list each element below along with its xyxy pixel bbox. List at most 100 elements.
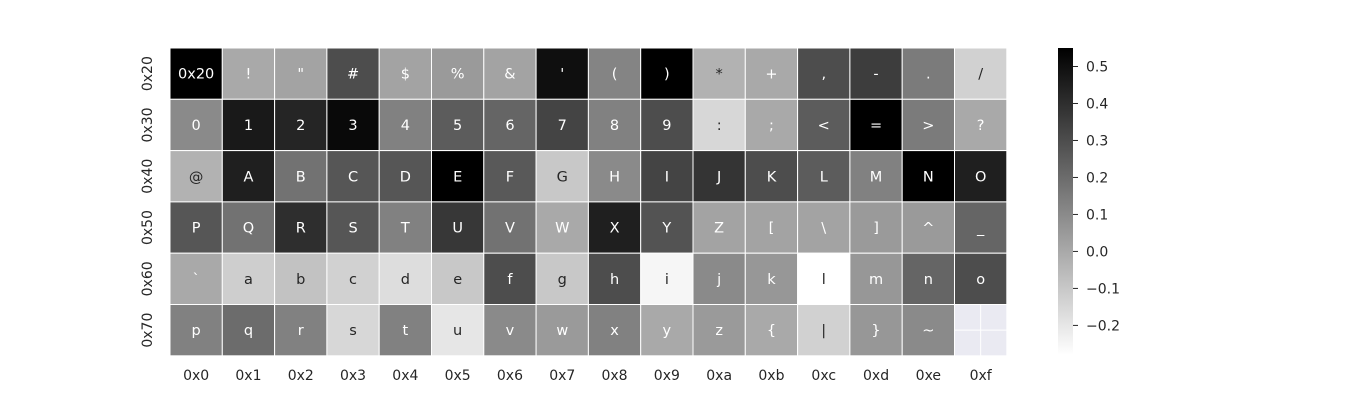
cell-label: n [924, 272, 933, 288]
cell-label: d [401, 272, 410, 288]
x-tick-label: 0x9 [654, 368, 680, 384]
x-tick-label: 0x6 [497, 368, 523, 384]
heatmap-cell [169, 47, 223, 100]
cell-label: \ [821, 221, 826, 237]
heatmap-cell [221, 304, 276, 357]
cell-label: g [558, 272, 567, 288]
heatmap-cell [326, 98, 380, 152]
cell-label: v [506, 323, 515, 339]
cell-label: @ [189, 169, 204, 185]
cell-label: a [244, 272, 253, 288]
cell-label: 1 [244, 118, 253, 134]
colorbar-tick-label: −0.2 [1086, 318, 1120, 334]
cell-label: E [453, 169, 462, 185]
heatmap-cell [797, 201, 851, 254]
heatmap-cell [954, 252, 1008, 305]
heatmap-cell [535, 304, 589, 357]
x-tick-label: 0x4 [392, 368, 418, 384]
x-tick-label: 0x2 [288, 368, 314, 384]
x-tick-label: 0x5 [445, 368, 471, 384]
colorbar-tick-label: 0.5 [1086, 59, 1108, 75]
cell-label: D [400, 169, 411, 185]
y-tick-label: 0x40 [140, 159, 156, 194]
cell-label: J [716, 169, 721, 185]
cell-label: ` [193, 272, 200, 288]
heatmap-cell [326, 252, 380, 305]
heatmap-cell [535, 150, 589, 203]
cell-label: j [716, 272, 721, 288]
cell-label: f [507, 272, 513, 288]
heatmap-cell [378, 150, 433, 203]
cell-label: k [767, 272, 776, 288]
cell-label: * [716, 67, 723, 83]
cell-label: # [347, 67, 359, 83]
heatmap-cell [954, 150, 1008, 203]
cell-label: u [453, 323, 462, 339]
colorbar: 0.5 0.4 0.3 0.2 0.1 0.0 −0.1 −0.2 [1058, 48, 1120, 355]
cell-label: { [767, 323, 776, 339]
x-tick-label: 0xf [970, 368, 993, 384]
heatmap-cell [221, 98, 276, 152]
heatmap-cell [169, 98, 223, 152]
heatmap-cell [849, 150, 903, 203]
heatmap-cell [692, 98, 746, 152]
heatmap-cell [797, 304, 851, 357]
cell-label: , [821, 67, 826, 83]
cell-label: & [504, 67, 515, 83]
heatmap-cell [640, 150, 694, 203]
colorbar-gradient [1058, 48, 1073, 355]
heatmap-cell [901, 150, 956, 203]
cell-label: - [873, 67, 878, 83]
cell-label: H [609, 169, 620, 185]
heatmap-cell [274, 47, 328, 100]
x-tick-label: 0xb [758, 368, 784, 384]
x-tick-label: 0x1 [235, 368, 261, 384]
heatmap-cell [221, 252, 276, 305]
heatmap-cell [431, 98, 485, 152]
heatmap-cell [378, 98, 433, 152]
cell-label: _ [976, 221, 985, 237]
cell-label: s [349, 323, 357, 339]
x-tick-labels: 0x0 0x1 0x2 0x3 0x4 0x5 0x6 0x7 0x8 0x9 0xa 0xb 0xc 0… [183, 368, 993, 384]
cell-label: 4 [401, 118, 410, 134]
cell-label: Q [243, 221, 254, 237]
heatmap-cell [483, 98, 537, 152]
heatmap-cell [744, 47, 799, 100]
heatmap-cell [483, 201, 537, 254]
cell-label: ( [612, 67, 618, 83]
y-tick-label: 0x70 [140, 313, 156, 348]
cell-label: ^ [922, 221, 934, 237]
x-tick-label: 0x8 [601, 368, 627, 384]
cell-label: S [348, 221, 357, 237]
cell-label: w [556, 323, 568, 339]
heatmap-cell [221, 201, 276, 254]
colorbar-tick-label: 0.3 [1086, 133, 1108, 149]
heatmap-cell [431, 304, 485, 357]
colorbar-tick-label: 0.4 [1086, 96, 1108, 112]
cell-label: C [348, 169, 358, 185]
cell-label: W [555, 221, 569, 237]
cell-label: c [349, 272, 357, 288]
heatmap-cell [744, 252, 799, 305]
cell-label: i [665, 272, 669, 288]
cell-label: 0 [192, 118, 201, 134]
heatmap-cell [744, 98, 799, 152]
heatmap-cell [849, 304, 903, 357]
cell-label: M [870, 169, 883, 185]
cell-label: 5 [453, 118, 462, 134]
heatmap-cell [169, 304, 223, 357]
cell-label: ) [664, 67, 670, 83]
cell-label: G [557, 169, 568, 185]
heatmap-cell [849, 47, 903, 100]
cell-label: } [871, 323, 880, 339]
cell-label: ! [246, 67, 252, 83]
x-tick-label: 0xa [706, 368, 732, 384]
cell-label: R [296, 221, 306, 237]
heatmap-cell [901, 304, 956, 357]
y-tick-label: 0x30 [140, 107, 156, 142]
cell-label: p [192, 323, 201, 339]
y-tick-label: 0x20 [140, 56, 156, 91]
heatmap-cell [378, 252, 433, 305]
cell-label: F [506, 169, 514, 185]
cell-label: " [297, 67, 304, 83]
